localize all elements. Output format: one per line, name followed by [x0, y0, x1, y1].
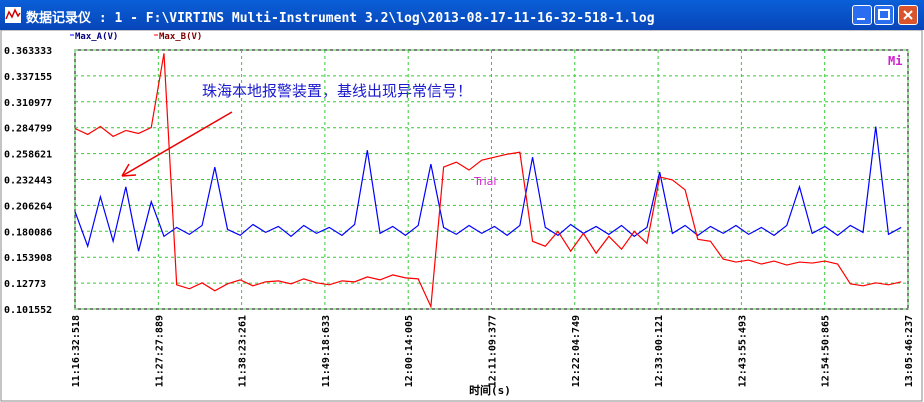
- close-button[interactable]: [898, 5, 918, 25]
- x-tick-label: 11:38:23:261: [238, 315, 249, 387]
- legend-label: Max_A(V): [75, 32, 118, 42]
- data-line: [74, 53, 902, 309]
- legend-label: Max_B(V): [159, 32, 202, 42]
- y-tick-label: 0.284799: [4, 124, 52, 135]
- x-tick-label: 12:11:09:377: [488, 315, 499, 387]
- annotation: Trial: [473, 175, 496, 188]
- y-tick-label: 0.12773: [4, 279, 46, 290]
- maximize-button[interactable]: [874, 5, 894, 25]
- title-bar: 数据记录仪 : 1 - F:\VIRTINS Multi-Instrument …: [0, 0, 924, 30]
- x-tick-label: 12:22:04:749: [571, 315, 582, 387]
- y-tick-label: 0.258621: [4, 150, 52, 161]
- data-line: [74, 126, 902, 252]
- app-icon: [5, 7, 21, 23]
- y-tick-label: 0.232443: [4, 175, 52, 186]
- y-tick-label: 0.180086: [4, 227, 52, 238]
- y-tick-label: 0.101552: [4, 305, 52, 316]
- y-tick-label: 0.153908: [4, 253, 52, 264]
- y-tick-label: 0.363333: [4, 46, 52, 57]
- annotation-arrow: [121, 111, 233, 177]
- x-tick-label: 11:16:32:518: [71, 315, 82, 387]
- chart: 珠海本地报警装置，基线出现异常信号！ Trial Mi 时间(s) 0.1015…: [0, 30, 923, 402]
- x-tick-label: 12:43:55:493: [737, 315, 748, 387]
- y-tick-label: 0.337155: [4, 72, 52, 83]
- x-axis-label: 时间(s): [469, 383, 511, 397]
- x-tick-label: 11:49:18:633: [321, 315, 332, 387]
- annotation: 珠海本地报警装置，基线出现异常信号！: [202, 82, 472, 100]
- x-tick-label: 13:05:46:237: [904, 315, 915, 387]
- y-tick-label: 0.310977: [4, 98, 52, 109]
- annotation: Mi: [888, 54, 902, 68]
- x-tick-label: 12:33:00:121: [654, 315, 665, 387]
- x-tick-label: 11:27:27:889: [154, 315, 165, 387]
- minimize-button[interactable]: [852, 5, 872, 25]
- chart-background: [0, 30, 923, 402]
- y-tick-label: 0.206264: [4, 201, 52, 212]
- x-tick-label: 12:00:14:005: [404, 315, 415, 387]
- window-title: 数据记录仪 : 1 - F:\VIRTINS Multi-Instrument …: [26, 11, 655, 26]
- x-tick-label: 12:54:50:865: [821, 315, 832, 387]
